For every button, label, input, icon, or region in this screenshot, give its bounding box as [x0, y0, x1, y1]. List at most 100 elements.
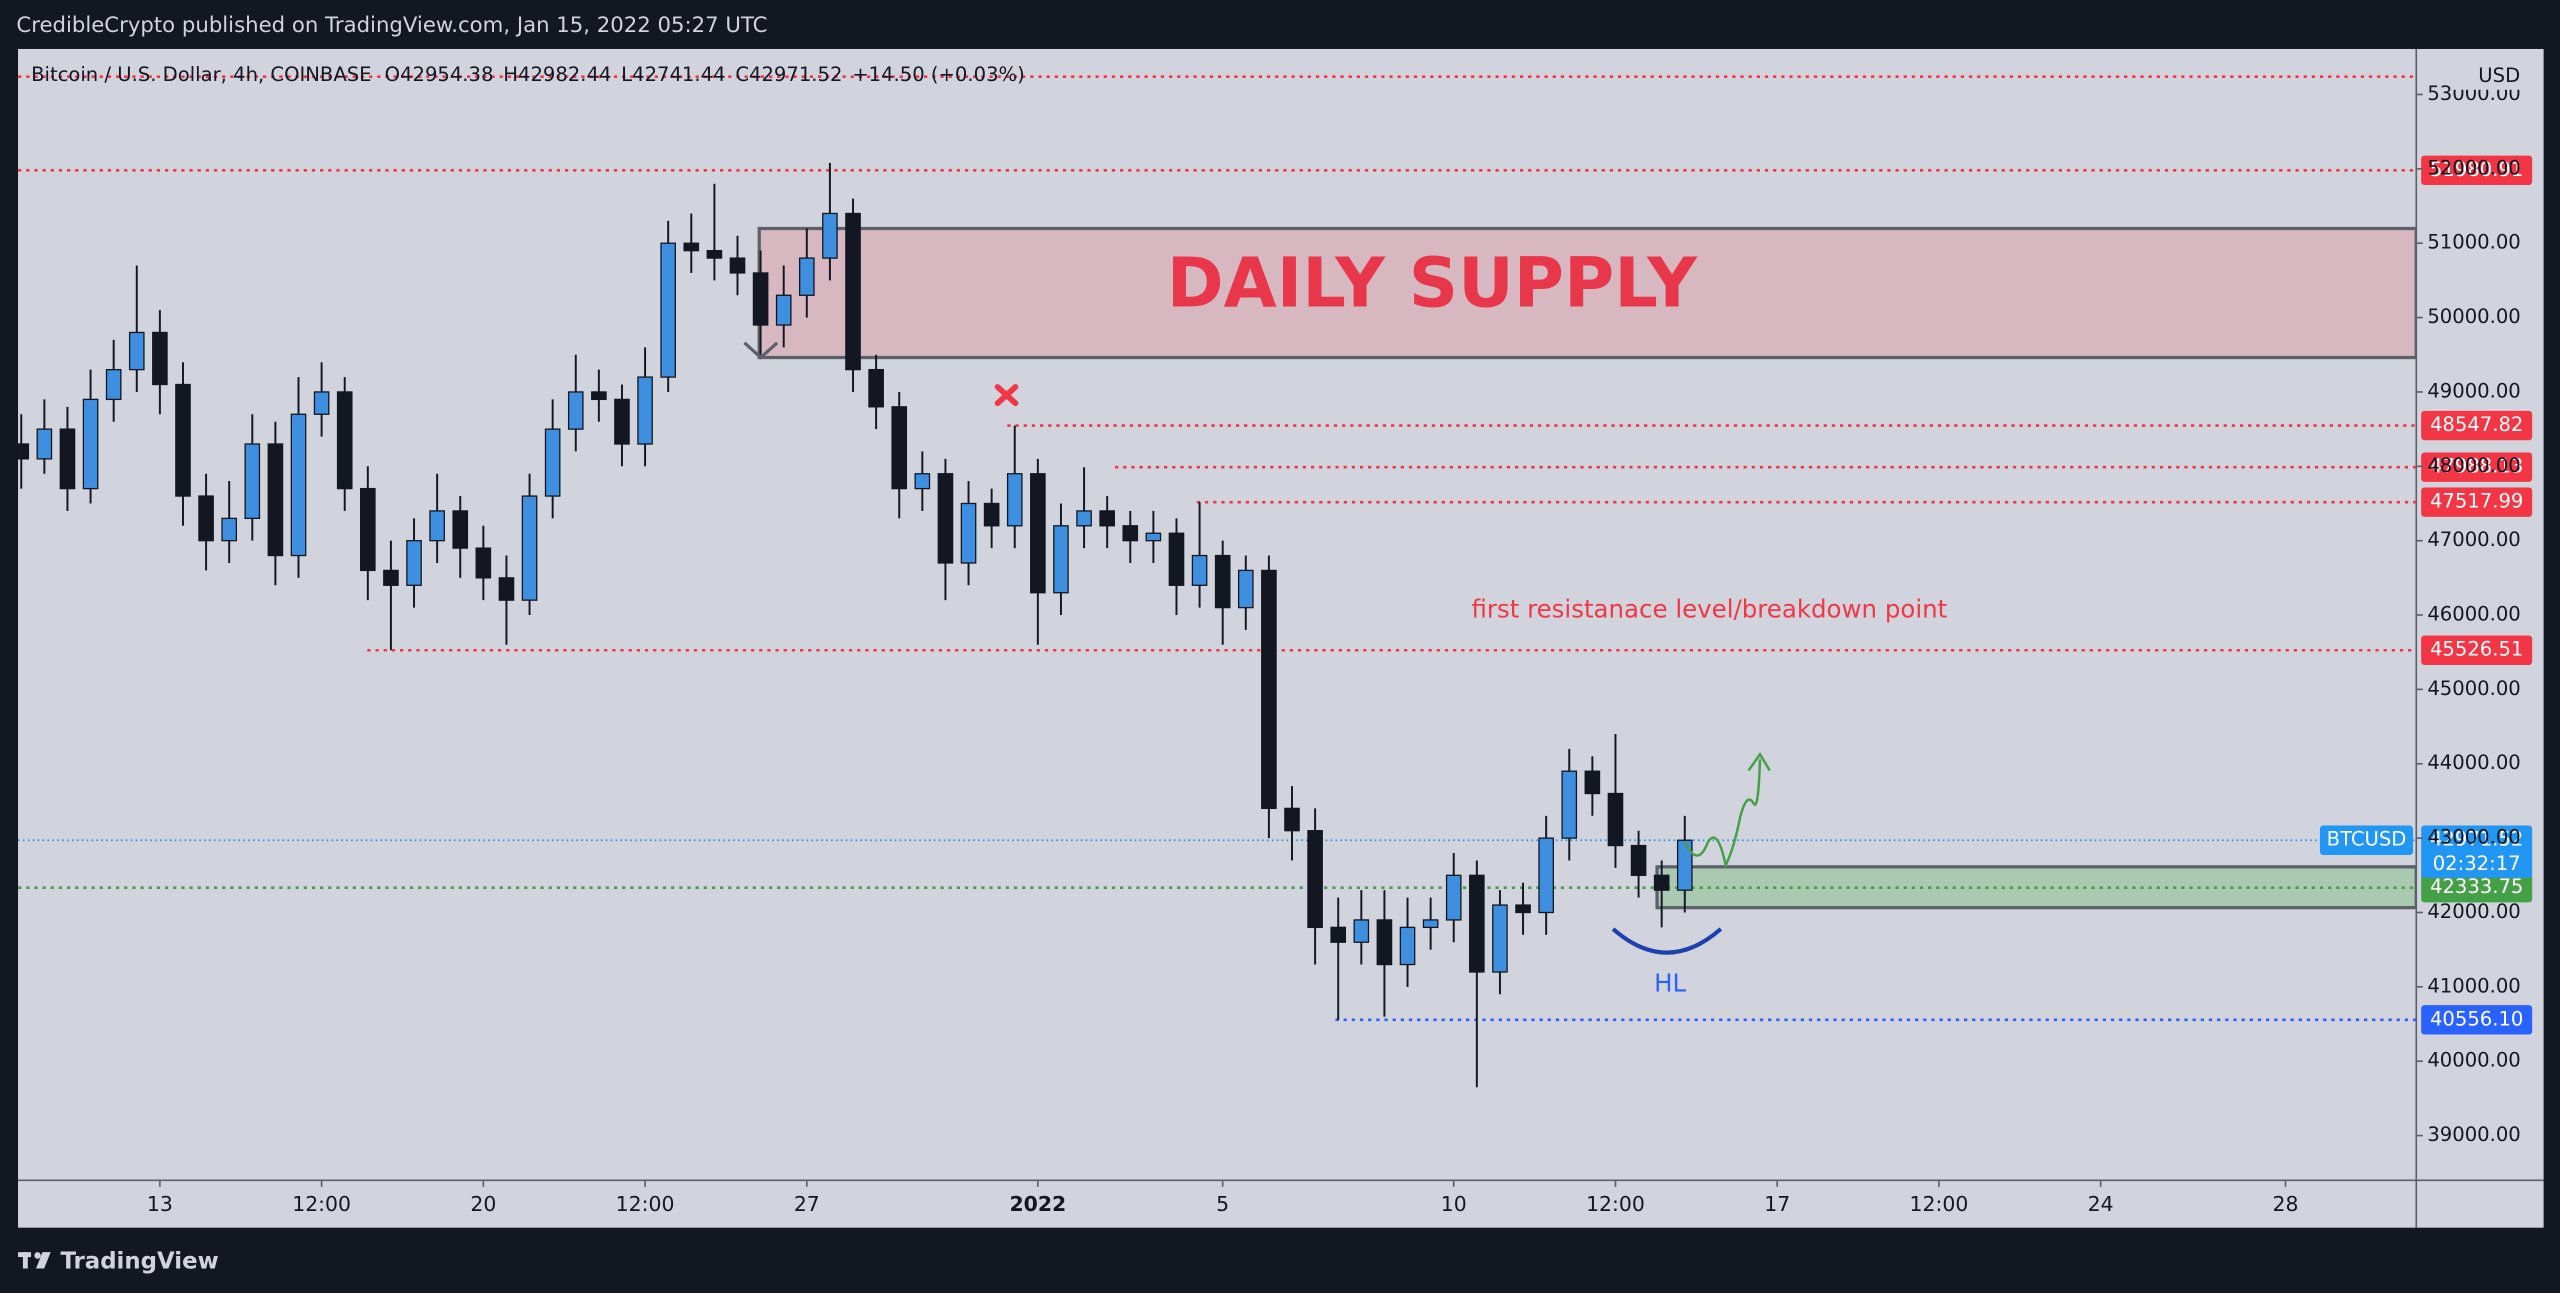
candle-body	[18, 443, 30, 460]
annotation: first resistanace level/breakdown point	[1471, 595, 1947, 624]
candle-body	[498, 577, 515, 601]
candle-body	[1492, 904, 1508, 973]
candle-body	[1330, 926, 1347, 943]
candle-body	[1676, 839, 1693, 891]
ohlc-value: 42741.44	[632, 63, 725, 86]
candle-body	[1538, 837, 1554, 914]
candle-body	[452, 510, 469, 549]
candle-body	[1653, 874, 1670, 891]
candle-body	[1422, 919, 1439, 929]
candle-body	[983, 502, 1000, 527]
candle-body	[1145, 532, 1162, 542]
last-price-label: 42971.52	[2430, 828, 2523, 851]
logo	[18, 1252, 51, 1269]
candle-body	[1561, 770, 1578, 839]
candle-body	[59, 428, 76, 490]
price-badge-label: 45526.51	[2430, 638, 2523, 661]
x-tick-label: 13	[147, 1192, 173, 1216]
last-price-badge	[2421, 825, 2533, 878]
currency: USD	[2478, 64, 2520, 87]
price-badge	[2421, 1005, 2533, 1035]
y-tick-label: 52000.00	[2427, 156, 2520, 179]
y-tick-label: 47000.00	[2427, 528, 2520, 551]
candle-body	[429, 510, 445, 542]
candle-body	[1006, 473, 1023, 527]
x-tick-label: 20	[470, 1192, 496, 1216]
arrow-drawing	[743, 341, 779, 360]
y-tick-label: 45000.00	[2427, 677, 2520, 700]
candle-body	[729, 257, 746, 274]
candle-body	[521, 495, 538, 601]
candle-body	[1099, 510, 1115, 527]
candle-body	[1307, 830, 1323, 929]
zone	[757, 226, 2417, 360]
candle-body	[105, 368, 122, 401]
y-tick-label: 41000.00	[2427, 974, 2520, 997]
countdown: 02:32:17	[2433, 852, 2521, 875]
candle-body	[937, 473, 954, 564]
ohlc-value: 42982.44	[518, 63, 611, 86]
price-badge	[2421, 487, 2533, 517]
candle-body	[1353, 919, 1370, 943]
x-tick-label: 17	[1764, 1192, 1790, 1216]
x-tick-label: 27	[794, 1192, 820, 1216]
candle-body	[1168, 532, 1185, 586]
y-tick-label: 39000.00	[2427, 1123, 2520, 1146]
candle-body	[706, 249, 723, 259]
chart-area	[18, 48, 2544, 1228]
candle-body	[637, 376, 653, 445]
candle-body	[1445, 874, 1462, 921]
symbol-tag	[2319, 825, 2414, 855]
candle-body	[1053, 525, 1069, 594]
candle-body	[1191, 554, 1208, 586]
candle-body	[1122, 525, 1139, 542]
y-tick-label: 51000.00	[2427, 231, 2520, 254]
candle-body	[1376, 919, 1393, 966]
y-tick-label: 43000.00	[2427, 826, 2520, 849]
ohlc-key: H	[503, 63, 518, 86]
candle-body	[1399, 926, 1416, 966]
ohlc-key: O	[385, 63, 400, 86]
candle-body	[1469, 874, 1485, 973]
price-badge-label: 51980.91	[2430, 158, 2523, 181]
arc-drawing	[1611, 927, 1723, 955]
candle-body	[1584, 770, 1601, 795]
change: +14.50 (+0.03%)	[852, 63, 1025, 86]
ohlc-value: 42954.38	[400, 63, 493, 86]
price-badge-label: 40556.10	[2430, 1007, 2523, 1030]
candle-body	[313, 391, 330, 415]
candle-body	[475, 547, 492, 579]
y-tick-label: 46000.00	[2427, 603, 2520, 626]
candle-body	[267, 443, 284, 557]
x-tick-label: 5	[1216, 1192, 1229, 1216]
candle-body	[1607, 792, 1624, 847]
candle-body	[128, 331, 145, 371]
candle-body	[36, 428, 53, 460]
y-tick-label: 50000.00	[2427, 305, 2520, 328]
candle-body	[660, 242, 676, 378]
price-badge	[2421, 155, 2533, 185]
candle-body	[822, 212, 838, 259]
price-badge	[2421, 872, 2533, 903]
arrow-head	[1747, 752, 1771, 772]
candle-body	[221, 517, 238, 542]
y-tick-label: 40000.00	[2427, 1049, 2520, 1072]
price-badge	[2421, 635, 2533, 665]
y-tick-label: 48000.00	[2427, 454, 2520, 477]
brand: TradingView	[60, 1248, 218, 1274]
candle-body	[1630, 844, 1647, 876]
ohlc-key: L	[621, 63, 632, 86]
candle-body	[960, 502, 977, 564]
price-badge	[2421, 452, 2533, 482]
candle-body	[1237, 569, 1254, 609]
price-badge-label: 47517.99	[2430, 490, 2523, 513]
price-badge-label: 47988.13	[2430, 455, 2523, 478]
y-tick-label: 44000.00	[2427, 751, 2520, 774]
x-tick-label: 2022	[1009, 1192, 1066, 1216]
x-tick-label: 12:00	[1586, 1192, 1645, 1216]
cross-mark	[994, 384, 1019, 407]
symbol-title: Bitcoin / U.S. Dollar, 4h, COINBASE	[31, 63, 371, 86]
candle-body	[198, 495, 214, 542]
candle-body	[406, 540, 422, 586]
